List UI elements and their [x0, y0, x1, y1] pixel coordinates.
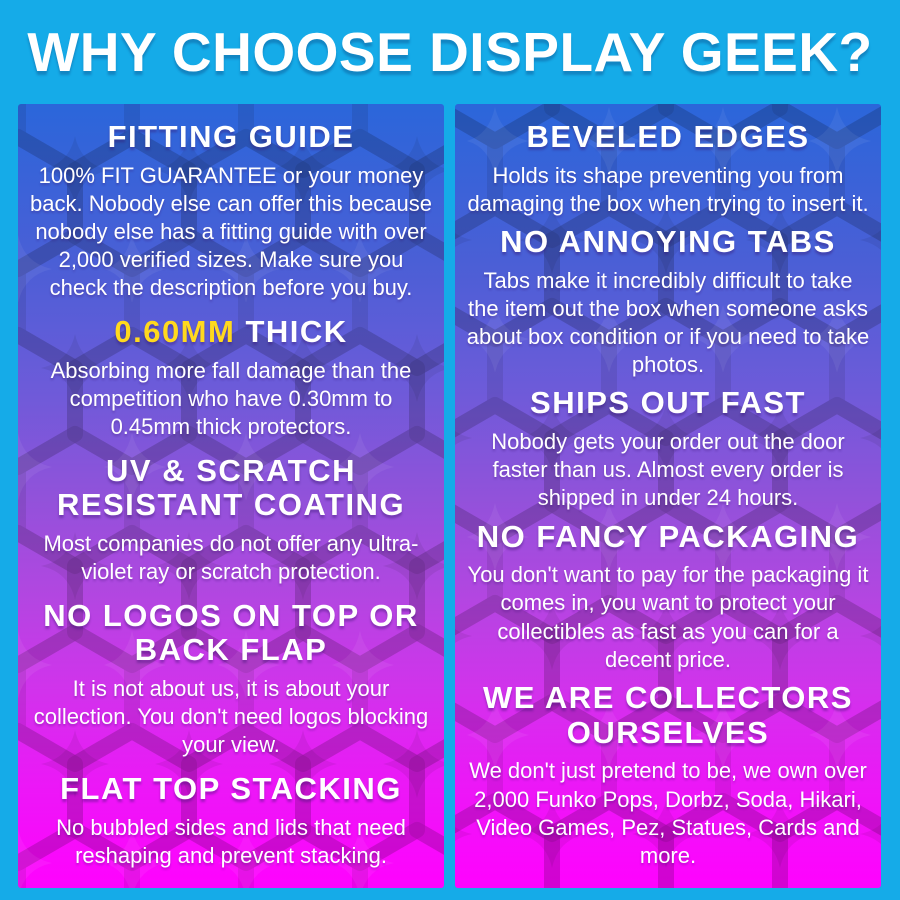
section-flat-top-stacking: FLAT TOP STACKING No bubbled sides and l…	[26, 770, 436, 870]
section-body: 100% FIT GUARANTEE or your money back. N…	[30, 162, 432, 301]
section-body: It is not about us, it is about your col…	[33, 676, 429, 758]
section-heading: NO LOGOS ON TOP OR BACK FLAP	[43, 597, 419, 668]
thickness-heading-rest: THICK	[235, 313, 348, 349]
section-no-annoying-tabs: NO ANNOYING TABS Tabs make it incredibly…	[463, 224, 873, 379]
right-panel: BEVELED EDGES Holds its shape preventing…	[455, 104, 881, 888]
header-band: WHY CHOOSE DISPLAY GEEK?	[0, 0, 900, 103]
thickness-value-highlight: 0.60MM	[114, 313, 236, 349]
section-beveled-edges: BEVELED EDGES Holds its shape preventing…	[463, 119, 873, 218]
section-uv-scratch-coating: UV & SCRATCH RESISTANT COATING Most comp…	[26, 452, 436, 587]
section-heading: SHIPS OUT FAST	[530, 385, 806, 421]
section-heading: 0.60MM THICK	[26, 313, 436, 350]
section-body: Tabs make it incredibly difficult to tak…	[466, 267, 870, 378]
section-body: Holds its shape preventing you from dama…	[467, 162, 869, 216]
section-body: We don't just pretend to be, we own over…	[469, 758, 867, 868]
feature-columns: FITTING GUIDE 100% FIT GUARANTEE or your…	[18, 104, 881, 888]
section-heading: UV & SCRATCH RESISTANT COATING	[56, 452, 406, 523]
section-no-fancy-packaging: NO FANCY PACKAGING You don't want to pay…	[463, 518, 873, 674]
section-heading: WE ARE COLLECTORS OURSELVES	[483, 679, 853, 750]
section-heading: BEVELED EDGES	[526, 119, 810, 154]
section-heading: NO ANNOYING TABS	[500, 224, 836, 260]
left-panel: FITTING GUIDE 100% FIT GUARANTEE or your…	[18, 104, 444, 888]
section-body: Nobody gets your order out the door fast…	[491, 429, 845, 511]
section-body: You don't want to pay for the packaging …	[467, 562, 869, 672]
section-we-are-collectors: WE ARE COLLECTORS OURSELVES We don't jus…	[463, 679, 873, 870]
section-ships-out-fast: SHIPS OUT FAST Nobody gets your order ou…	[463, 386, 873, 512]
section-no-logos: NO LOGOS ON TOP OR BACK FLAP It is not a…	[26, 597, 436, 760]
section-body: Most companies do not offer any ultra-vi…	[43, 530, 419, 585]
section-heading: FITTING GUIDE	[107, 119, 355, 154]
section-body: No bubbled sides and lids that need resh…	[56, 814, 406, 868]
left-sections: FITTING GUIDE 100% FIT GUARANTEE or your…	[18, 104, 444, 888]
section-fitting-guide: FITTING GUIDE 100% FIT GUARANTEE or your…	[26, 119, 436, 303]
section-thickness: 0.60MM THICK Absorbing more fall damage …	[26, 313, 436, 441]
right-sections: BEVELED EDGES Holds its shape preventing…	[455, 104, 881, 888]
section-heading: NO FANCY PACKAGING	[476, 518, 860, 554]
section-heading: FLAT TOP STACKING	[60, 770, 402, 806]
page-title: WHY CHOOSE DISPLAY GEEK?	[27, 20, 873, 83]
section-body: Absorbing more fall damage than the comp…	[50, 357, 412, 439]
